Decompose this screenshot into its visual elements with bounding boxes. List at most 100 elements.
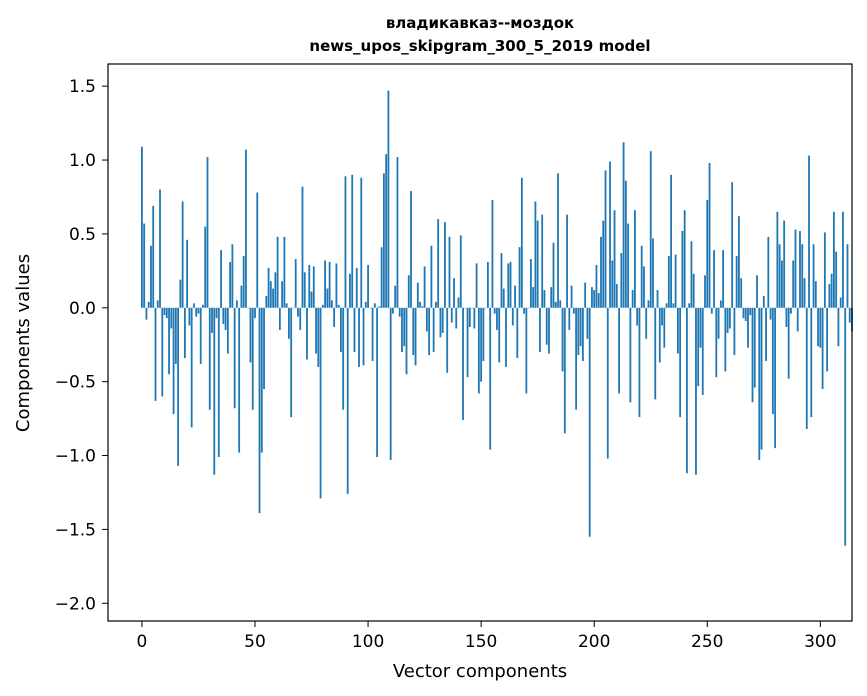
bar bbox=[638, 307, 641, 418]
bar bbox=[545, 307, 548, 345]
bar bbox=[751, 307, 754, 403]
y-tick-label: −1.5 bbox=[55, 520, 96, 540]
bar bbox=[801, 244, 804, 308]
bar bbox=[242, 256, 245, 308]
bar bbox=[534, 201, 537, 308]
bar bbox=[367, 264, 369, 308]
bar bbox=[833, 211, 835, 308]
bar bbox=[667, 256, 670, 308]
bar bbox=[156, 300, 159, 308]
bar bbox=[792, 260, 795, 308]
chart-subtitle: news_upos_skipgram_300_5_2019 model bbox=[309, 37, 650, 55]
bar bbox=[572, 307, 575, 314]
bar bbox=[541, 214, 544, 308]
bar bbox=[563, 307, 566, 434]
bar bbox=[317, 307, 320, 367]
bar bbox=[437, 219, 440, 308]
bar bbox=[448, 236, 451, 308]
bar bbox=[649, 151, 652, 308]
bar bbox=[204, 226, 207, 308]
bar bbox=[174, 307, 177, 364]
bar bbox=[803, 278, 806, 308]
bar bbox=[817, 307, 819, 347]
bar bbox=[654, 307, 657, 400]
bar bbox=[778, 244, 781, 308]
bar bbox=[392, 307, 394, 314]
bar bbox=[699, 307, 702, 348]
bar bbox=[195, 307, 198, 317]
x-tick-label: 100 bbox=[352, 632, 384, 652]
bar bbox=[724, 307, 727, 372]
bar bbox=[369, 307, 372, 309]
bar bbox=[220, 250, 222, 308]
bar bbox=[760, 307, 763, 450]
bar bbox=[787, 307, 790, 379]
bar bbox=[468, 307, 471, 327]
bar bbox=[624, 180, 627, 308]
bar bbox=[260, 307, 263, 453]
bar bbox=[581, 307, 584, 361]
bar bbox=[172, 307, 175, 415]
bar bbox=[844, 307, 847, 546]
x-tick-label: 300 bbox=[804, 632, 836, 652]
bar bbox=[211, 307, 213, 333]
bar bbox=[170, 307, 173, 329]
bar bbox=[340, 307, 342, 353]
bar bbox=[396, 157, 399, 308]
bar bbox=[738, 216, 740, 308]
bar bbox=[835, 251, 838, 308]
bar bbox=[826, 307, 829, 372]
bar bbox=[351, 174, 354, 308]
bar bbox=[382, 173, 385, 308]
bar bbox=[606, 307, 609, 459]
bar bbox=[776, 211, 779, 308]
bar bbox=[790, 307, 792, 314]
bar bbox=[179, 279, 182, 308]
bar bbox=[683, 210, 686, 308]
bar bbox=[527, 307, 530, 309]
bar bbox=[240, 285, 243, 308]
bar bbox=[346, 307, 349, 494]
bar bbox=[695, 307, 697, 475]
bar bbox=[267, 267, 270, 308]
bar bbox=[728, 307, 731, 329]
bar bbox=[742, 307, 745, 319]
x-tick-label: 0 bbox=[137, 632, 148, 652]
bar bbox=[756, 275, 758, 308]
bar bbox=[385, 154, 388, 308]
bar bbox=[330, 300, 333, 308]
bar bbox=[697, 307, 700, 387]
bar bbox=[407, 275, 410, 308]
bar bbox=[462, 307, 464, 421]
bar bbox=[202, 304, 204, 308]
bar bbox=[283, 236, 286, 308]
bar bbox=[753, 307, 756, 388]
bar bbox=[842, 211, 844, 308]
bar bbox=[333, 307, 336, 327]
bar bbox=[480, 307, 483, 382]
bar bbox=[548, 307, 550, 354]
x-tick-label: 50 bbox=[244, 632, 266, 652]
bar bbox=[706, 199, 709, 308]
bar bbox=[559, 300, 562, 308]
bar bbox=[597, 293, 600, 308]
bar bbox=[306, 307, 308, 360]
bar bbox=[199, 307, 202, 364]
bar bbox=[828, 284, 831, 308]
bar bbox=[269, 281, 272, 308]
plot-frame bbox=[107, 63, 853, 622]
bar bbox=[611, 260, 614, 308]
bar bbox=[500, 253, 503, 308]
bar bbox=[785, 307, 788, 327]
bar bbox=[376, 307, 379, 458]
bar bbox=[505, 307, 507, 367]
bar bbox=[552, 242, 555, 308]
bar bbox=[224, 307, 227, 330]
bar bbox=[398, 307, 401, 317]
bar bbox=[656, 290, 659, 308]
bar bbox=[550, 287, 553, 308]
y-tick-label: 1.5 bbox=[69, 77, 96, 97]
bar bbox=[536, 220, 539, 308]
bar bbox=[640, 245, 643, 308]
